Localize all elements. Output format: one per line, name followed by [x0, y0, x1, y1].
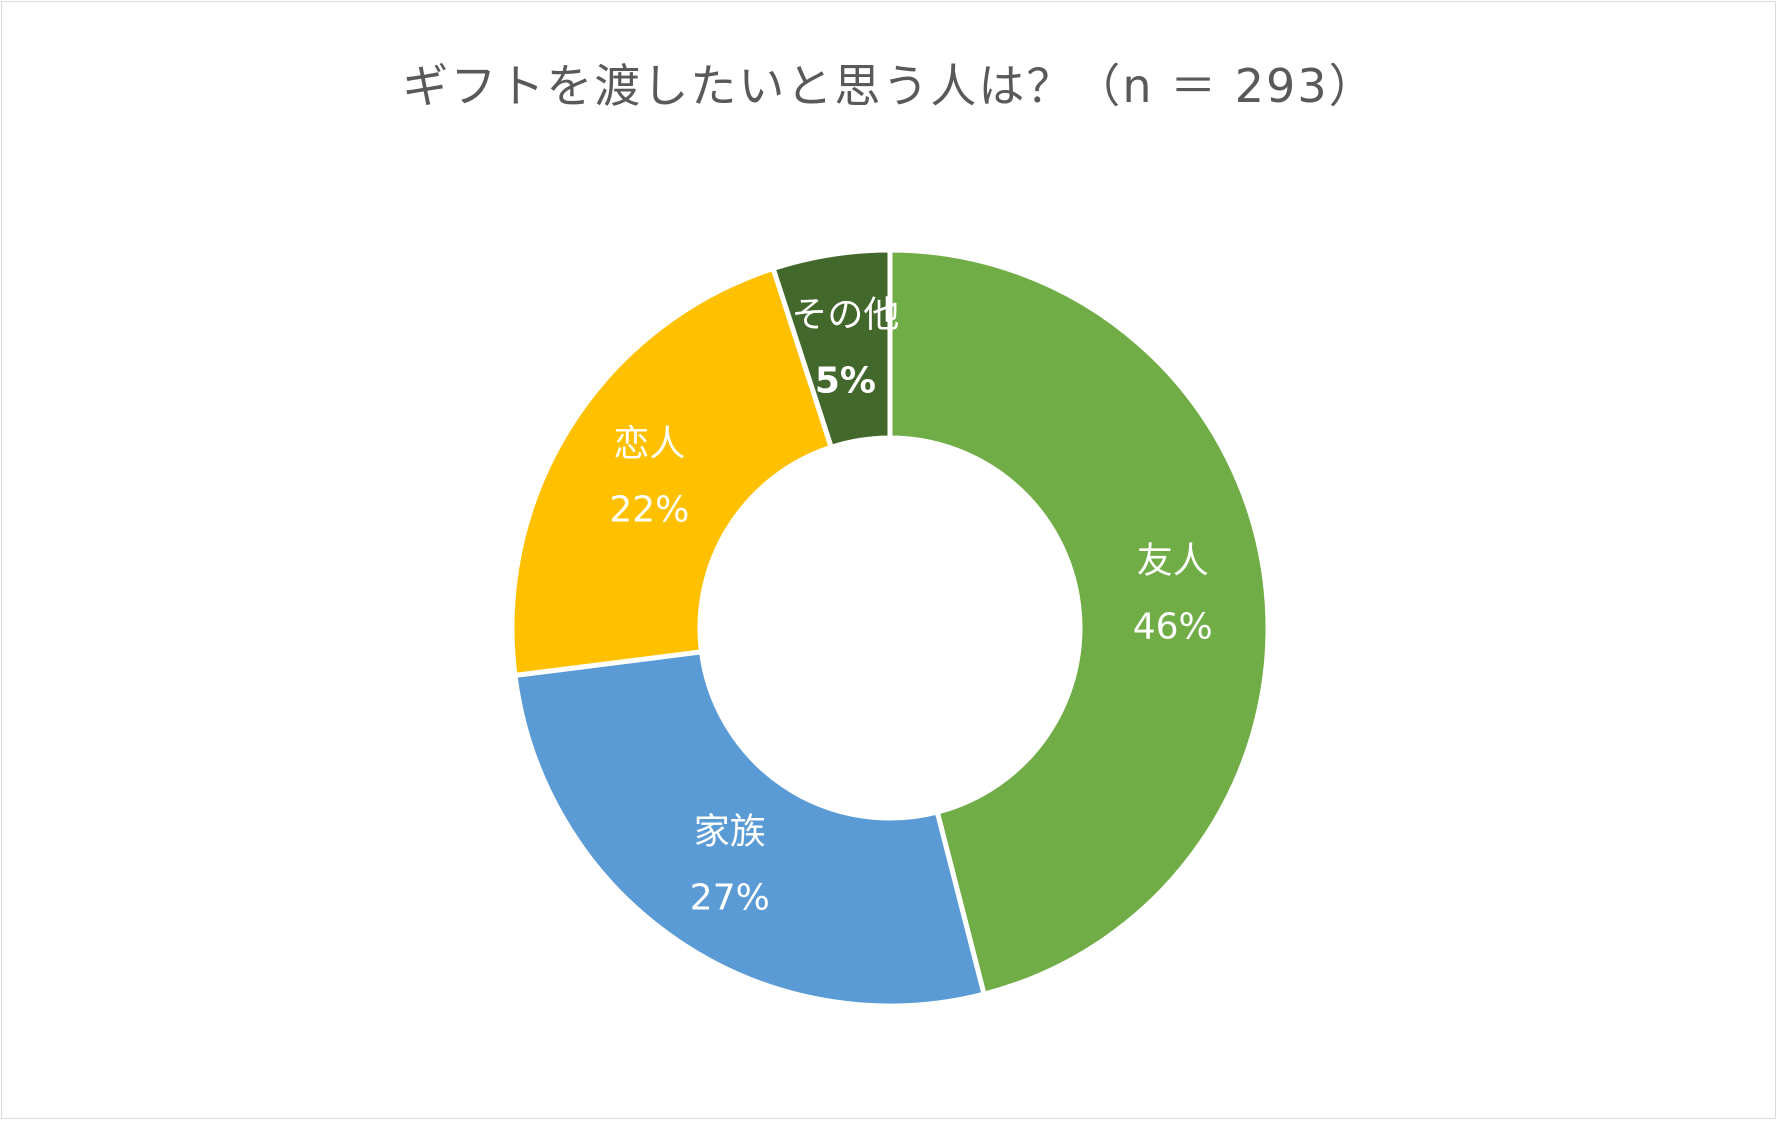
- slice-other: [770, 247, 893, 450]
- slice-category-label-partner: 恋人: [613, 423, 685, 464]
- slice-partner: [509, 266, 834, 678]
- slice-category-label-friend: 友人: [1137, 540, 1209, 581]
- slice-category-label-family: 家族: [694, 812, 766, 853]
- slice-value-label-other: 5%: [815, 361, 876, 402]
- slice-value-label-partner: 22%: [609, 489, 689, 530]
- donut-slices: [509, 247, 1271, 1009]
- slice-family: [512, 649, 987, 1009]
- slice-value-label-friend: 46%: [1133, 606, 1213, 647]
- slice-friend: [887, 247, 1271, 997]
- slice-value-label-family: 27%: [690, 878, 770, 919]
- slice-category-label-other: その他: [791, 295, 899, 336]
- chart-title: ギフトを渡したいと思う人は？（n ＝ 293）: [402, 59, 1377, 113]
- donut-labels: 友人 46% 家族 27% 恋人 22% その他 5%: [609, 295, 1212, 919]
